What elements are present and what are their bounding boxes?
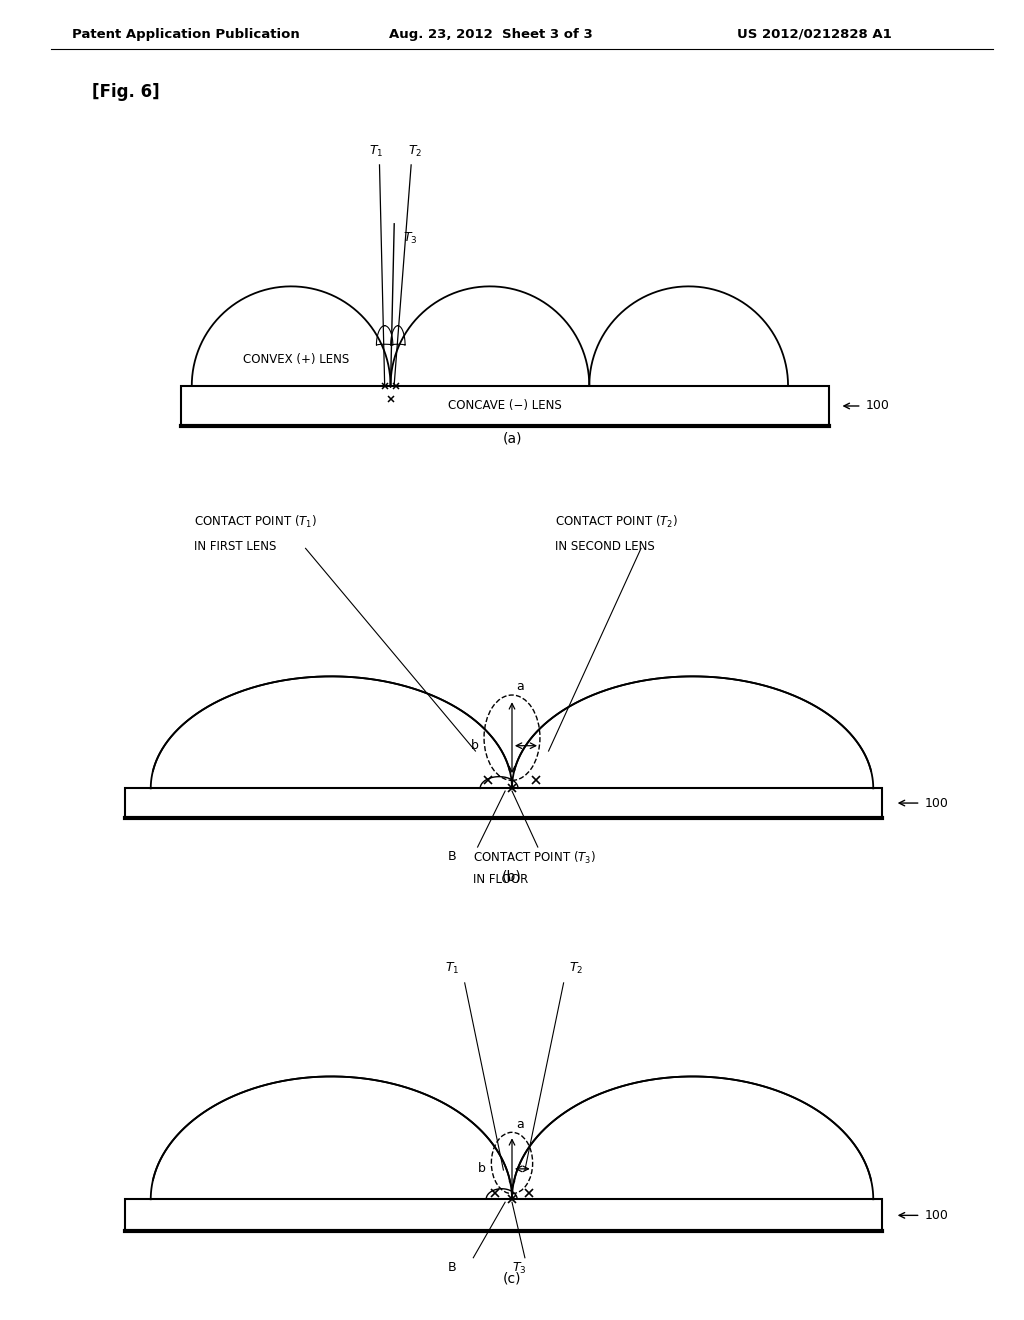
Text: $T_1$: $T_1$ (369, 144, 383, 158)
Text: IN FLOOR: IN FLOOR (473, 873, 528, 886)
Text: CONVEX (+) LENS: CONVEX (+) LENS (244, 354, 349, 367)
Text: (b): (b) (502, 870, 522, 883)
Text: $T_2$: $T_2$ (569, 961, 584, 975)
Text: 100: 100 (865, 400, 889, 412)
Text: US 2012/0212828 A1: US 2012/0212828 A1 (737, 28, 892, 41)
Text: b: b (471, 739, 478, 752)
Text: $T_3$: $T_3$ (403, 231, 418, 247)
Text: $T_2$: $T_2$ (408, 144, 422, 158)
Text: b: b (478, 1163, 486, 1175)
Bar (180, 385, 828, 426)
Text: CONTACT POINT ($T_3$): CONTACT POINT ($T_3$) (473, 850, 596, 866)
Text: B: B (447, 1261, 456, 1274)
Text: B: B (447, 850, 456, 863)
Text: CONCAVE (−) LENS: CONCAVE (−) LENS (447, 400, 561, 412)
Text: Patent Application Publication: Patent Application Publication (72, 28, 299, 41)
Text: (a): (a) (502, 432, 522, 446)
Text: 100: 100 (925, 1209, 949, 1222)
Bar (125, 788, 882, 817)
Text: CONTACT POINT ($T_2$): CONTACT POINT ($T_2$) (555, 513, 678, 529)
Text: (c): (c) (503, 1271, 521, 1286)
Text: a: a (516, 1118, 524, 1131)
Text: a: a (516, 680, 524, 693)
Text: IN SECOND LENS: IN SECOND LENS (555, 540, 654, 553)
Text: [Fig. 6]: [Fig. 6] (92, 83, 160, 102)
Text: IN FIRST LENS: IN FIRST LENS (194, 540, 276, 553)
Text: $T_1$: $T_1$ (444, 961, 459, 975)
Bar (125, 1200, 882, 1232)
Text: CONTACT POINT ($T_1$): CONTACT POINT ($T_1$) (194, 513, 316, 529)
Text: $T_3$: $T_3$ (512, 1261, 526, 1276)
Text: 100: 100 (925, 796, 949, 809)
Text: Aug. 23, 2012  Sheet 3 of 3: Aug. 23, 2012 Sheet 3 of 3 (389, 28, 593, 41)
